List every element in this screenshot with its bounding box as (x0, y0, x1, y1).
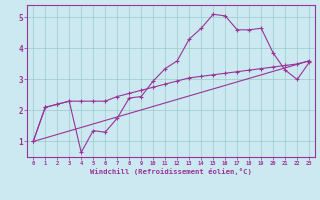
X-axis label: Windchill (Refroidissement éolien,°C): Windchill (Refroidissement éolien,°C) (90, 168, 252, 175)
